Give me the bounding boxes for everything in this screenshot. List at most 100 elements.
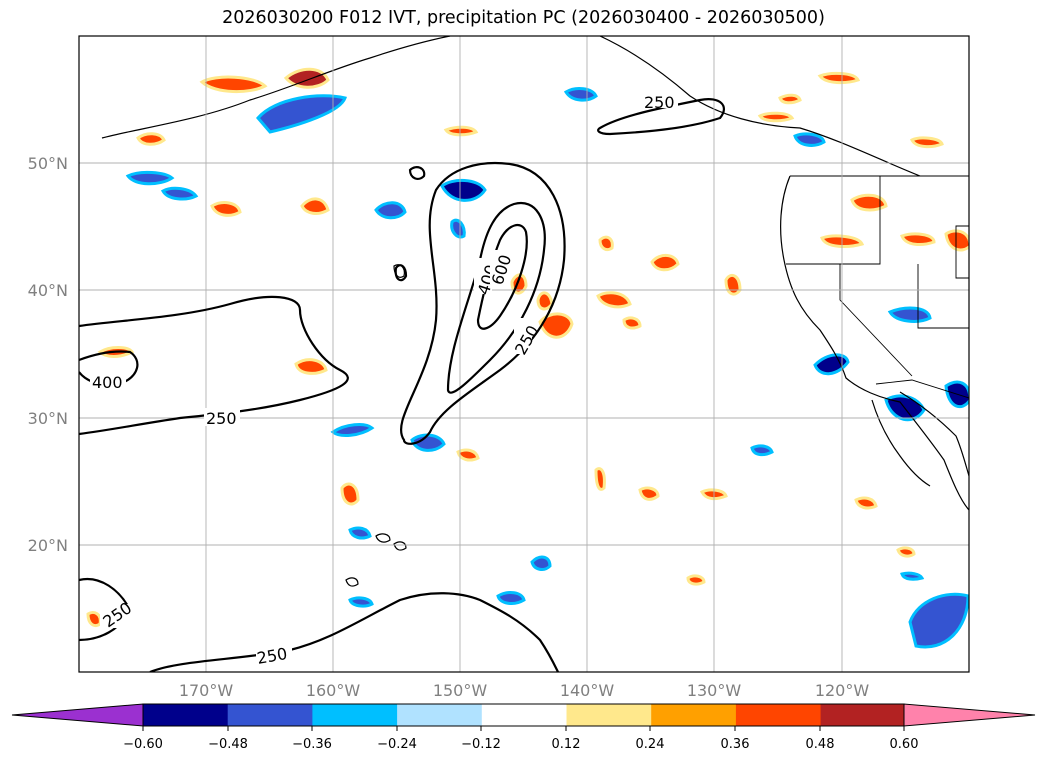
- colorbar-swatch: [820, 704, 906, 726]
- precip-blob-positive: [300, 197, 330, 215]
- contour-labels: 250 400 600 250 400 250 250 250: [90, 92, 678, 668]
- precip-blob-positive: [86, 610, 102, 628]
- precip-blob-positive: [944, 229, 969, 252]
- colorbar: −0.60 −0.48 −0.36 −0.24 −0.12 0.12 0.24 0.36 0.4…: [11, 703, 1036, 752]
- colorbar-tick-label: 0.12: [552, 737, 581, 752]
- colorbar-under-arrow: [11, 703, 144, 727]
- colorbar-swatch: [651, 704, 737, 726]
- longitude-labels: 170°W 160°W 150°W 140°W 130°W 120°W: [179, 681, 870, 700]
- border-state: [839, 264, 913, 377]
- precip-blob-negative: [330, 423, 375, 437]
- colorbar-swatch: [227, 704, 313, 726]
- precip-blob-negative: [530, 555, 552, 571]
- precip-blob-negative: [793, 132, 826, 147]
- coastline-gulf-california: [899, 391, 969, 477]
- precip-blob-positive: [817, 71, 861, 85]
- precip-blob-positive: [850, 193, 888, 212]
- precip-blob-positive: [896, 546, 916, 558]
- contour-label-mask: [256, 644, 292, 664]
- precip-blob-positive: [456, 448, 480, 462]
- precip-blob-positive: [210, 201, 242, 217]
- colorbar-tick-label: 0.48: [806, 737, 835, 752]
- contour-label-250-west: 250: [206, 409, 237, 428]
- precip-blob-positive: [536, 291, 554, 311]
- colorbar-swatches: [142, 703, 906, 727]
- precip-blob-positive: [340, 482, 360, 506]
- contour-label-mask: [90, 372, 126, 390]
- ivt-contours: [79, 98, 725, 672]
- map-title: 2026030200 F012 IVT, precipitation PC (2…: [222, 8, 825, 28]
- coastline-alaska: [101, 36, 451, 139]
- colorbar-tick-label: 0.24: [636, 737, 665, 752]
- precip-blob-positive: [638, 486, 660, 501]
- ivt-contour-250-south: [149, 592, 559, 672]
- colorbar-tick-label: −0.24: [377, 737, 417, 752]
- precip-blob-negative: [813, 353, 850, 376]
- contour-label-mask: [646, 92, 678, 108]
- precip-blob-positive: [443, 125, 479, 137]
- precip-blob-negative: [348, 596, 374, 608]
- precip-blob-negative: [563, 87, 598, 102]
- map-frame: [78, 35, 970, 673]
- precip-blob-negative: [440, 179, 487, 202]
- coastline-west-coast: [780, 175, 969, 511]
- contour-label-250-north: 250: [644, 93, 675, 112]
- colorbar-over-arrow: [903, 703, 1036, 727]
- precip-blob-negative: [125, 170, 175, 186]
- colorbar-tick-label: 0.60: [890, 737, 919, 752]
- political-borders: [786, 175, 969, 399]
- precip-blob-positive: [594, 467, 606, 491]
- lon-label-120w: 120°W: [815, 681, 870, 700]
- precip-blob-negative: [750, 444, 774, 457]
- ivt-contour-400-main: [446, 201, 546, 394]
- precip-blob-positive: [283, 67, 330, 89]
- colorbar-swatch: [143, 704, 229, 726]
- hawaii-island: [345, 577, 359, 587]
- border-state: [955, 225, 969, 279]
- precip-blob-negative: [496, 591, 526, 605]
- lon-label-140w: 140°W: [560, 681, 615, 700]
- hawaii-island: [393, 541, 407, 551]
- coastline-alaska-panhandle: [599, 36, 921, 177]
- lon-label-150w: 150°W: [433, 681, 488, 700]
- colorbar-ticks: −0.60 −0.48 −0.36 −0.24 −0.12 0.12 0.24 0.36 0.4…: [123, 726, 918, 752]
- precip-blob-positive: [909, 136, 944, 149]
- lon-label-170w: 170°W: [179, 681, 234, 700]
- precip-blob-negative: [410, 433, 446, 452]
- precip-blob-positive: [757, 111, 795, 123]
- colorbar-tick-label: −0.36: [292, 737, 332, 752]
- lat-label-40n: 40°N: [28, 281, 68, 300]
- colorbar-swatch: [312, 704, 398, 726]
- precip-blob-positive: [900, 232, 936, 246]
- hawaii-island: [375, 533, 391, 543]
- precip-blob-positive: [294, 358, 328, 375]
- colorbar-swatch: [566, 704, 652, 726]
- precip-blob-negative: [160, 186, 199, 201]
- precip-blob-negative: [900, 571, 925, 581]
- precip-blob-negative: [908, 592, 969, 649]
- lat-label-50n: 50°N: [28, 154, 68, 173]
- precip-blob-positive: [622, 316, 642, 330]
- latitude-labels: 50°N 40°N 30°N 20°N: [28, 154, 68, 555]
- ivt-contour-250-north: [597, 98, 725, 136]
- border-state: [917, 264, 969, 329]
- ivt-contour-small: [394, 264, 408, 282]
- precip-blob-negative: [348, 526, 372, 540]
- coastline-baja: [871, 399, 931, 487]
- border-state: [786, 176, 881, 265]
- coastlines: [101, 36, 969, 587]
- contour-label-mask: [474, 258, 492, 294]
- colorbar-swatch: [481, 704, 567, 726]
- contour-label-mask: [514, 318, 532, 354]
- colorbar-tick-label: −0.12: [461, 737, 501, 752]
- precip-blob-negative: [256, 94, 347, 134]
- contour-label-mask: [490, 250, 506, 284]
- lat-label-20n: 20°N: [28, 536, 68, 555]
- colorbar-tick-label: −0.60: [123, 737, 163, 752]
- contour-label-mask: [204, 408, 240, 426]
- precip-blob-positive: [596, 291, 632, 309]
- precip-blob-positive: [538, 312, 574, 339]
- lon-label-160w: 160°W: [306, 681, 361, 700]
- precip-blob-positive: [724, 273, 742, 296]
